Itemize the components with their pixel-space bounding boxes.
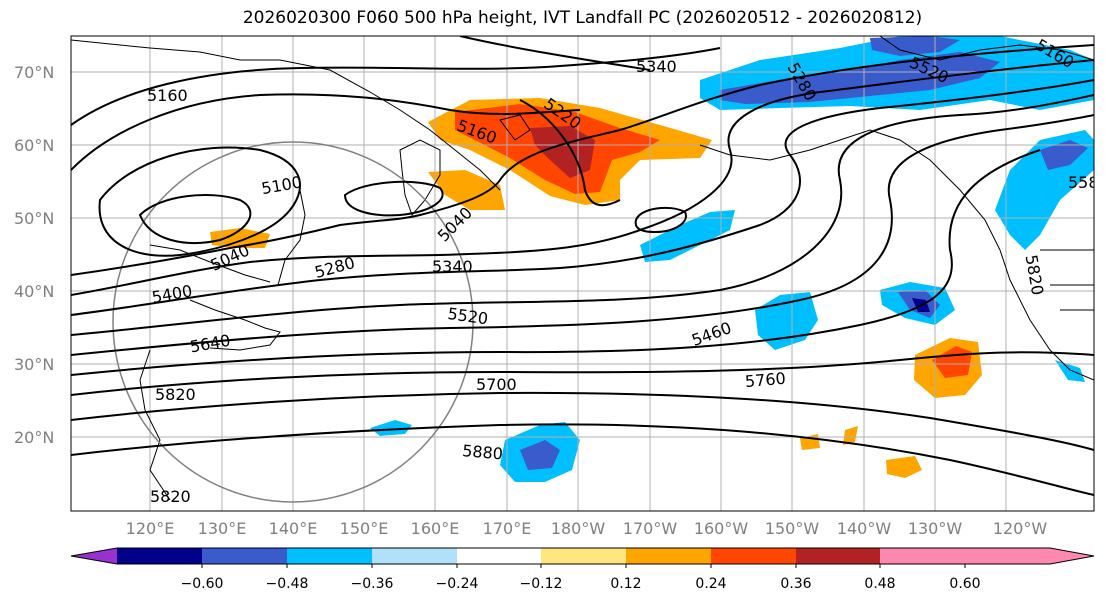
colorbar-segment: [457, 548, 541, 564]
positive-anomaly-subtropic: [886, 456, 922, 478]
range-circle: [112, 141, 474, 503]
contour-label: 5340: [636, 57, 677, 76]
colorbar-segment: [117, 548, 202, 564]
colorbar-tick-label: 0.60: [949, 576, 980, 592]
colorbar-segment: [626, 548, 711, 564]
map-frame: [70, 35, 1095, 512]
lat-label: 40°N: [14, 282, 54, 301]
colorbar-tick-label: 0.36: [780, 576, 811, 592]
colorbar-segment: [711, 548, 796, 564]
lon-label: 120°W: [993, 519, 1048, 538]
colorbar-tick-label: 0.12: [610, 576, 641, 592]
longitude-labels: 120°E 130°E 140°E 150°E 160°E 170°E 180°…: [126, 519, 1048, 538]
colorbar-segment: [287, 548, 372, 564]
colorbar-tick-label: −0.12: [520, 576, 563, 592]
lon-label: 150°W: [765, 519, 820, 538]
contour-label: 5880: [461, 441, 503, 463]
colorbar-extend-min: [71, 548, 117, 564]
negative-anomaly-tropical-core: [520, 440, 560, 470]
contour-label: 5700: [476, 375, 517, 394]
lat-label: 20°N: [14, 428, 54, 447]
lon-label: 140°E: [269, 519, 318, 538]
map-title: 2026020300 F060 500 hPa height, IVT Land…: [242, 8, 923, 28]
contour-label: 5160: [147, 86, 188, 105]
colorbar-tick-label: −0.60: [181, 576, 224, 592]
negative-anomaly-central-pacific: [640, 210, 735, 262]
contour-label: 5580: [1068, 173, 1105, 192]
colorbar-tick-label: −0.24: [436, 576, 479, 592]
contour-label: 5340: [432, 257, 473, 276]
colorbar-segment: [372, 548, 457, 564]
negative-anomaly-bc-core: [1040, 140, 1088, 170]
lon-label: 140°W: [837, 519, 892, 538]
colorbar-tick-label: −0.48: [266, 576, 309, 592]
colorbar-extend-max: [965, 548, 1094, 564]
contour-label: 5760: [744, 369, 786, 391]
lon-label: 150°E: [340, 519, 389, 538]
colorbar-tick-label: −0.36: [351, 576, 394, 592]
contour-label: 5820: [155, 385, 196, 404]
lon-label: 130°E: [198, 519, 247, 538]
colorbar-tick-label: 0.48: [864, 576, 895, 592]
lon-label: 160°E: [411, 519, 460, 538]
colorbar-segment: [541, 548, 626, 564]
lat-label: 70°N: [14, 63, 54, 82]
lon-label: 170°E: [483, 519, 532, 538]
lon-label: 160°W: [694, 519, 749, 538]
lon-label: 120°E: [126, 519, 175, 538]
negative-anomaly-arctic-core2: [870, 36, 960, 56]
colorbar-tick-label: 0.24: [695, 576, 726, 592]
negative-anomaly-small-2: [1055, 360, 1085, 382]
colorbar-ticks: [201, 564, 966, 568]
contour-label: 5820: [150, 487, 191, 506]
negative-anomaly-arctic-core: [720, 52, 1000, 104]
colorbar: −0.60 −0.48 −0.36 −0.24 −0.12 0.12 0.24 …: [70, 547, 1095, 592]
lon-label: 170°W: [623, 519, 678, 538]
colorbar-outline: [70, 547, 1095, 565]
lat-label: 60°N: [14, 136, 54, 155]
lat-label: 50°N: [14, 209, 54, 228]
ivt-shading: [210, 36, 1094, 482]
positive-anomaly-hawaii-2: [843, 426, 858, 445]
lon-label: 130°W: [908, 519, 963, 538]
colorbar-segment: [880, 548, 965, 564]
height-contours: [71, 36, 1094, 496]
positive-anomaly-kamchatka: [428, 170, 505, 210]
colorbar-segment: [796, 548, 880, 564]
colorbar-segment: [202, 548, 287, 564]
lon-label: 180°W: [551, 519, 606, 538]
map-panel: 5160 5340 5280 5160 5220 5100 5040 5040 …: [71, 36, 1105, 511]
negative-anomaly-small-1: [370, 420, 412, 436]
lat-label: 30°N: [14, 355, 54, 374]
latitude-labels: 70°N 60°N 50°N 40°N 30°N 20°N: [14, 63, 54, 447]
